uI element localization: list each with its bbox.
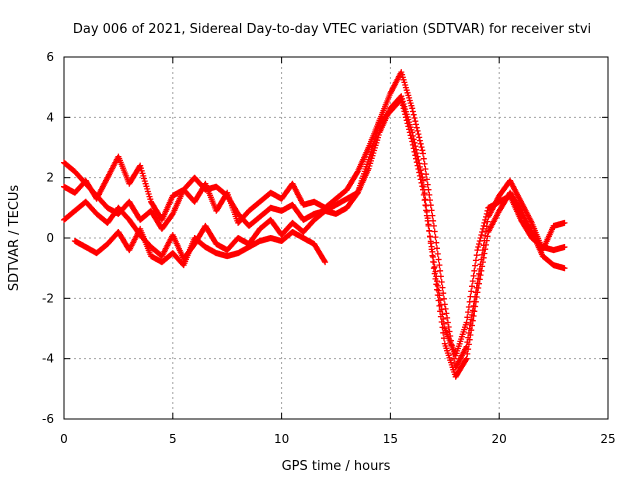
axis-ticks: 0 5 10 15 20 25 -6 -4 -2 0 2 4 6 — [42, 50, 616, 446]
x-axis-label: GPS time / hours — [282, 459, 391, 474]
y-tick-label: -4 — [42, 352, 54, 366]
y-tick-label: -2 — [42, 291, 54, 305]
y-tick-label: 0 — [46, 231, 54, 245]
series-track-d — [71, 225, 329, 269]
y-tick-label: 4 — [46, 110, 54, 124]
data-points — [61, 69, 568, 380]
x-tick-label: 15 — [383, 432, 398, 446]
grid-lines — [64, 57, 608, 419]
series-markers — [61, 93, 568, 380]
y-tick-label: 6 — [46, 50, 54, 64]
x-tick-label: 20 — [492, 432, 507, 446]
chart-title: Day 006 of 2021, Sidereal Day-to-day VTE… — [73, 22, 591, 37]
y-tick-label: 2 — [46, 171, 54, 185]
x-tick-label: 0 — [60, 432, 68, 446]
series-markers — [71, 225, 329, 269]
y-tick-label: -6 — [42, 412, 54, 426]
y-axis-label: SDTVAR / TECUs — [7, 185, 22, 292]
x-tick-label: 10 — [274, 432, 289, 446]
x-tick-label: 5 — [169, 432, 177, 446]
x-tick-label: 25 — [600, 432, 615, 446]
series-track-c — [61, 93, 568, 380]
